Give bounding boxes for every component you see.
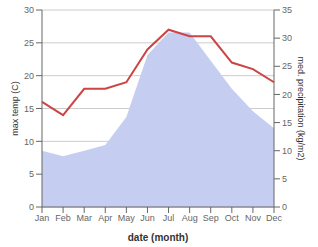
svg-text:0: 0 [29,202,34,212]
svg-text:Mar: Mar [76,213,92,223]
svg-text:Feb: Feb [55,213,71,223]
svg-text:20: 20 [282,90,292,100]
svg-text:30: 30 [24,5,34,15]
svg-text:Jun: Jun [140,213,155,223]
svg-text:20: 20 [24,71,34,81]
svg-text:10: 10 [282,146,292,156]
svg-text:Apr: Apr [98,213,112,223]
svg-text:25: 25 [282,61,292,71]
svg-text:Nov: Nov [245,213,262,223]
svg-text:35: 35 [282,5,292,15]
svg-text:max temp (C): max temp (C) [10,81,20,136]
svg-text:5: 5 [282,174,287,184]
svg-text:date (month): date (month) [128,232,189,243]
svg-text:25: 25 [24,38,34,48]
svg-text:Sep: Sep [203,213,219,223]
svg-text:Dec: Dec [266,213,283,223]
svg-text:0: 0 [282,202,287,212]
svg-text:May: May [118,213,136,223]
svg-text:30: 30 [282,33,292,43]
svg-text:15: 15 [282,118,292,128]
svg-text:Oct: Oct [225,213,240,223]
svg-text:15: 15 [24,104,34,114]
svg-text:med. precipitation (kg/m2): med. precipitation (kg/m2) [296,56,306,160]
svg-text:10: 10 [24,137,34,147]
svg-text:5: 5 [29,169,34,179]
svg-text:Jul: Jul [163,213,175,223]
svg-text:Aug: Aug [182,213,198,223]
svg-text:Jan: Jan [35,213,50,223]
